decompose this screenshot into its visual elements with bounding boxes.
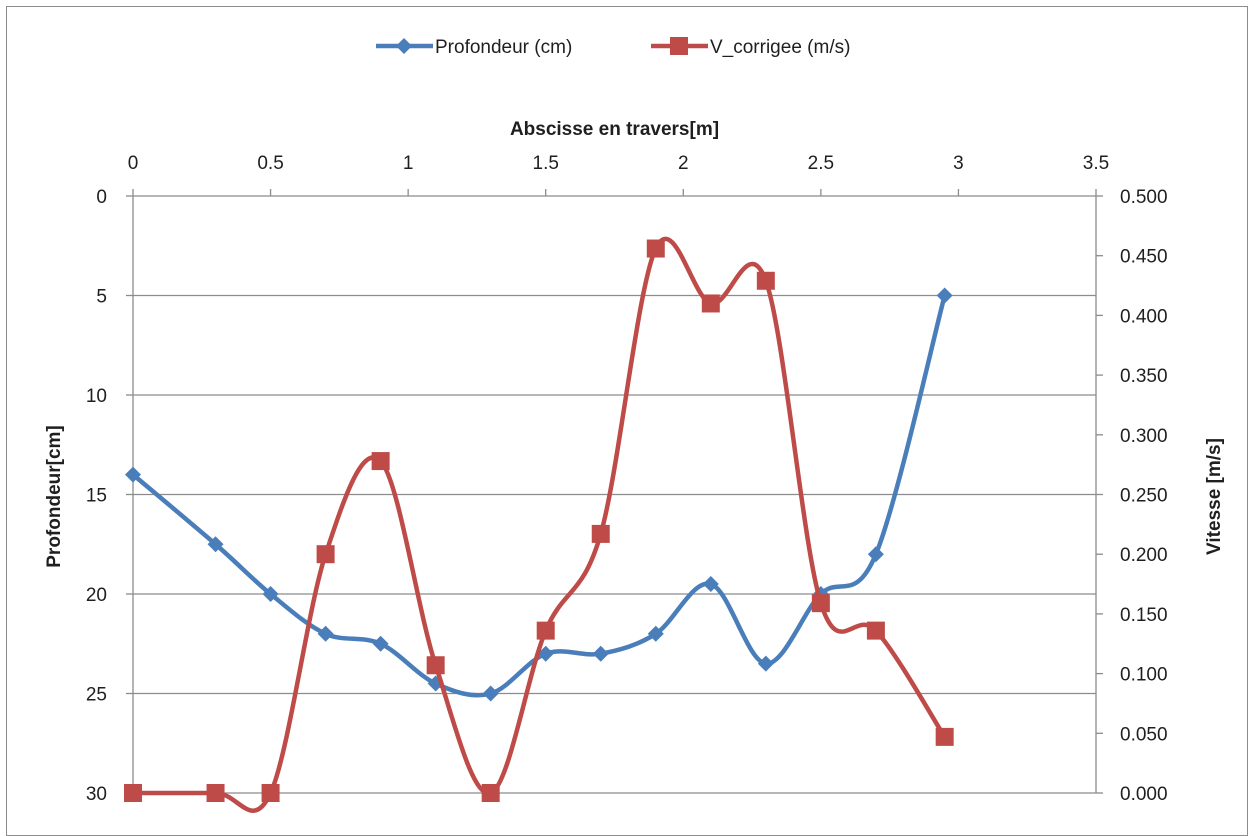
data-point-v-corrigee xyxy=(756,271,775,290)
series-group xyxy=(124,236,954,813)
right-y-tick-label: 0.350 xyxy=(1120,366,1168,387)
right-y-tick-label: 0.450 xyxy=(1120,247,1168,268)
legend-entry-profondeur: Profondeur (cm) xyxy=(376,37,572,58)
left-y-tick-label: 30 xyxy=(86,784,107,805)
series-v-corrigee xyxy=(124,236,954,813)
data-point-profondeur xyxy=(372,635,389,652)
x-tick-label: 1.5 xyxy=(533,153,559,174)
gridlines xyxy=(133,294,1096,794)
left-y-tick-label: 15 xyxy=(86,486,107,507)
axis-titles: Abscisse en travers[m] Profondeur[cm] Vi… xyxy=(44,119,1225,568)
data-point-v-corrigee xyxy=(124,784,142,802)
left-y-tick-label: 25 xyxy=(86,685,107,706)
tick-labels: 0510152025300.5000.4500.4000.3500.3000.2… xyxy=(86,153,1168,805)
right-y-tick-label: 0.300 xyxy=(1120,426,1168,447)
data-point-v-corrigee xyxy=(316,545,335,564)
right-y-tick-label: 0.200 xyxy=(1120,545,1168,566)
left-y-tick-label: 5 xyxy=(96,287,107,308)
legend-marker xyxy=(670,37,688,55)
series-line-v-corrigee xyxy=(133,236,947,813)
data-point-v-corrigee xyxy=(261,784,280,802)
data-point-profondeur xyxy=(537,645,554,662)
data-point-v-corrigee xyxy=(866,621,885,640)
data-point-profondeur xyxy=(592,645,609,662)
series-profondeur xyxy=(125,287,953,702)
data-point-profondeur xyxy=(262,586,279,602)
x-tick-label: 0 xyxy=(128,153,139,174)
data-point-v-corrigee xyxy=(811,594,830,613)
right-y-tick-label: 0.250 xyxy=(1120,486,1168,507)
data-point-v-corrigee xyxy=(646,239,665,258)
right-y-tick-label: 0.000 xyxy=(1120,784,1168,805)
data-point-profondeur xyxy=(867,546,884,563)
right-y-tick-label: 0.050 xyxy=(1120,724,1168,745)
left-y-tick-label: 0 xyxy=(96,187,107,208)
x-tick-label: 1 xyxy=(403,153,414,174)
data-point-profondeur xyxy=(647,625,664,642)
right-y-tick-label: 0.100 xyxy=(1120,665,1168,686)
legend: Profondeur (cm) V_corrigee (m/s) xyxy=(376,37,850,58)
data-point-profondeur xyxy=(757,655,774,672)
x-axis-title: Abscisse en travers[m] xyxy=(510,119,719,140)
legend-marker xyxy=(396,38,412,54)
data-point-v-corrigee xyxy=(426,656,445,675)
data-point-profondeur xyxy=(936,287,953,304)
chart-svg: 0510152025300.5000.4500.4000.3500.3000.2… xyxy=(44,37,1225,813)
left-y-axis-title: Profondeur[cm] xyxy=(44,425,65,568)
right-y-tick-label: 0.150 xyxy=(1120,605,1168,626)
x-tick-label: 2.5 xyxy=(808,153,834,174)
chart-frame xyxy=(6,6,1248,836)
data-point-v-corrigee xyxy=(935,727,954,746)
data-point-v-corrigee xyxy=(481,784,500,802)
right-y-tick-label: 0.400 xyxy=(1120,306,1168,327)
data-point-v-corrigee xyxy=(371,452,390,471)
data-point-profondeur xyxy=(207,536,224,553)
x-tick-label: 3.5 xyxy=(1083,153,1109,174)
x-tick-label: 3 xyxy=(953,153,964,174)
left-y-tick-label: 10 xyxy=(86,386,107,407)
x-tick-label: 2 xyxy=(678,153,689,174)
data-point-v-corrigee xyxy=(206,784,225,802)
data-point-profondeur xyxy=(702,576,719,593)
legend-entry-v-corrigee: V_corrigee (m/s) xyxy=(651,37,850,58)
data-point-profondeur xyxy=(125,466,141,483)
legend-label: V_corrigee (m/s) xyxy=(710,37,850,58)
data-point-profondeur xyxy=(482,685,499,702)
right-y-tick-label: 0.500 xyxy=(1120,187,1168,208)
series-line-profondeur xyxy=(131,294,947,698)
data-point-v-corrigee xyxy=(701,294,720,313)
data-point-v-corrigee xyxy=(591,524,610,543)
axes xyxy=(126,189,1103,794)
right-y-axis-title: Vitesse [m/s] xyxy=(1204,438,1225,555)
left-y-tick-label: 20 xyxy=(86,585,107,606)
data-point-profondeur xyxy=(317,625,334,642)
data-point-v-corrigee xyxy=(536,621,555,640)
x-tick-label: 0.5 xyxy=(257,153,283,174)
legend-label: Profondeur (cm) xyxy=(435,37,572,58)
